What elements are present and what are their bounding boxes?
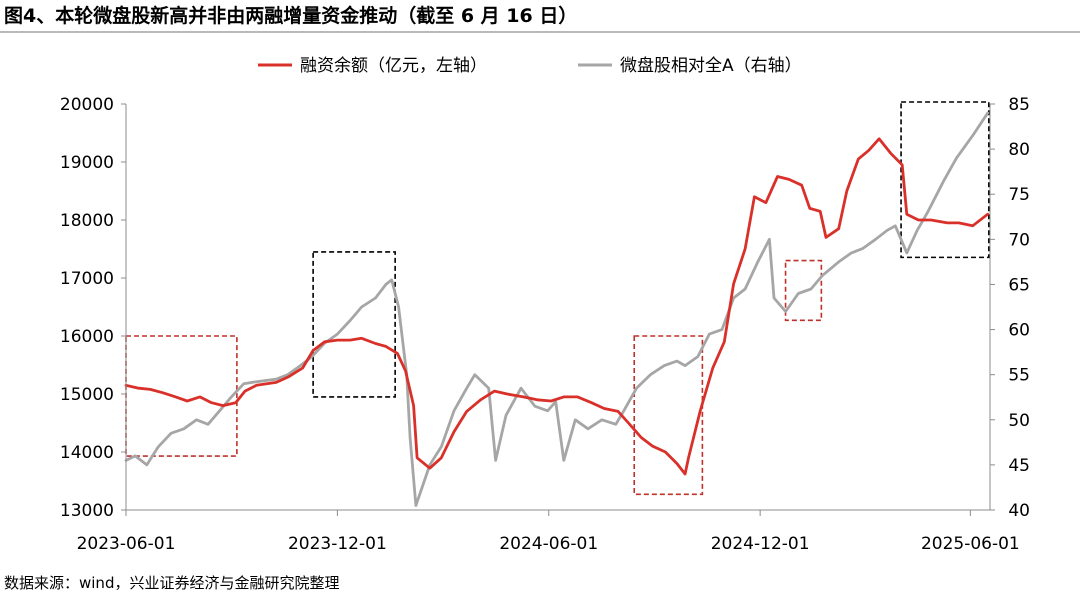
highlight-box xyxy=(125,335,238,457)
highlight-box xyxy=(633,335,704,496)
axes: 13000 14000 15000 16000 17000 18000 19000 20000… xyxy=(60,95,1030,554)
right-tick-label: 60 xyxy=(1008,321,1030,341)
title-divider xyxy=(0,31,1080,33)
left-tick-label: 15000 xyxy=(60,385,114,405)
figure-title: 图4、本轮微盘股新高并非由两融增量资金推动（截至 6 月 16 日） xyxy=(4,5,578,27)
left-tick-label: 17000 xyxy=(60,269,114,289)
right-tick-label: 80 xyxy=(1008,140,1030,160)
source-note: 数据来源：wind，兴业证券经济与金融研究院整理 xyxy=(4,574,340,592)
legend: 融资余额（亿元，左轴） 微盘股相对全A（右轴） xyxy=(258,56,802,76)
left-tick-label: 20000 xyxy=(60,95,114,115)
x-tick-label: 2024-12-01 xyxy=(711,534,810,554)
legend-label-microcap: 微盘股相对全A（右轴） xyxy=(620,56,802,76)
legend-label-margin: 融资余额（亿元，左轴） xyxy=(300,56,487,76)
highlight-box xyxy=(900,101,990,259)
x-tick-label: 2024-06-01 xyxy=(499,534,598,554)
microcap-relative-line xyxy=(124,111,990,507)
right-tick-label: 70 xyxy=(1008,230,1030,250)
right-tick-label: 75 xyxy=(1008,185,1030,205)
x-tick-label: 2023-06-01 xyxy=(77,534,176,554)
margin-balance-line xyxy=(124,137,990,476)
x-tick-label: 2023-12-01 xyxy=(288,534,387,554)
x-tick-label: 2025-06-01 xyxy=(921,534,1020,554)
left-tick-label: 14000 xyxy=(60,443,114,463)
left-tick-label: 18000 xyxy=(60,211,114,231)
highlight-box xyxy=(312,251,396,398)
highlight-box xyxy=(784,259,823,322)
left-tick-label: 13000 xyxy=(60,501,114,521)
right-tick-label: 50 xyxy=(1008,411,1030,431)
right-tick-label: 40 xyxy=(1008,501,1030,521)
left-tick-label: 16000 xyxy=(60,327,114,347)
left-tick-label: 19000 xyxy=(60,153,114,173)
right-tick-label: 65 xyxy=(1008,275,1030,295)
chart: 13000 14000 15000 16000 17000 18000 19000 20000… xyxy=(60,56,1030,554)
series-layer xyxy=(124,111,990,507)
right-tick-label: 55 xyxy=(1008,366,1030,386)
right-tick-label: 45 xyxy=(1008,456,1030,476)
right-tick-label: 85 xyxy=(1008,95,1030,115)
highlight-boxes xyxy=(125,101,990,496)
